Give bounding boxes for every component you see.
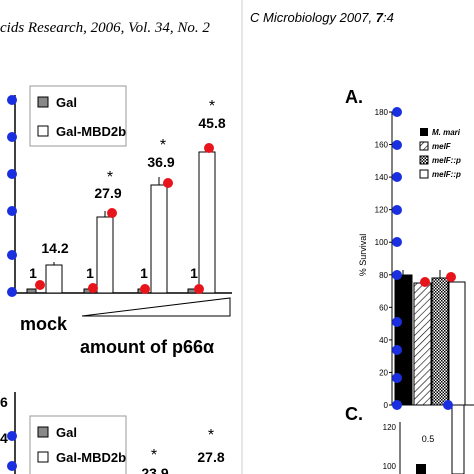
left-figure: cids Research, 2006, Vol. 34, No. 2 Gal … (0, 20, 232, 474)
bar (416, 464, 426, 474)
legend-swatch (37, 125, 49, 137)
bar-label: 14.2 (41, 240, 68, 256)
y-tick-label: 20 (379, 368, 388, 377)
legend-swatch (37, 96, 49, 108)
legend-swatch (419, 155, 429, 165)
bars (394, 270, 466, 406)
bars (26, 151, 216, 294)
bar-label: 1 (29, 265, 37, 281)
gradient-triangle (81, 297, 231, 317)
y-tick-label: 60 (379, 303, 388, 312)
right-figure: C Microbiology 2007, 7:4 A. 0 20 40 60 80 100… (250, 10, 474, 474)
y-ticks: 0 20 40 60 80 100 120 140 160 180 (375, 108, 392, 410)
header: cids Research, 2006, Vol. 34, No. 2 (0, 20, 210, 36)
panel-label: A. (345, 87, 363, 107)
y-tick-label: 6 (0, 394, 8, 410)
legend-swatch (37, 426, 49, 438)
bar-label: 1 (190, 265, 198, 281)
bar-label: 27.8 (197, 449, 224, 465)
y-tick-label: 120 (375, 206, 389, 215)
legend-swatch (420, 128, 428, 136)
y-tick-label: 80 (379, 271, 388, 280)
legend-box (29, 415, 127, 474)
y-tick-label: 120 (383, 423, 397, 432)
x-label: mock (20, 314, 68, 334)
panel-label: C. (345, 404, 363, 424)
legend-label: melF (432, 142, 452, 151)
y-tick-label: 160 (375, 141, 389, 150)
asterisk: * (151, 447, 157, 464)
legend-swatch (419, 141, 429, 151)
y-tick-label: 140 (375, 173, 389, 182)
legend-label: M. mari (432, 128, 461, 137)
asterisk: * (208, 427, 214, 444)
y-tick-label: 100 (375, 238, 389, 247)
bar-label: 45.8 (198, 115, 225, 131)
bar-label: 1 (86, 265, 94, 281)
legend-swatch (37, 451, 49, 463)
y-label: % Survival (358, 234, 368, 277)
legend-swatch (419, 169, 429, 179)
legend-label: melF::p (432, 170, 461, 179)
y-tick-label: 0 (384, 401, 389, 410)
bar-label: 27.9 (94, 185, 121, 201)
bar-label: 1 (140, 265, 148, 281)
bar-label: 36.9 (147, 154, 174, 170)
overlay-dots (7, 95, 456, 471)
bar (451, 404, 465, 474)
y-tick-label: 100 (383, 462, 397, 471)
legend-label: Gal (56, 425, 77, 440)
legend-label: Gal-MBD2b (56, 124, 126, 139)
asterisk: * (209, 98, 215, 115)
header: C Microbiology 2007, 7:4 (250, 10, 394, 25)
legend-label: melF::p (432, 156, 461, 165)
journal: C Microbiology 2007, (250, 10, 376, 25)
page: :4 (383, 10, 394, 25)
x-tick-label: 0.5 (422, 434, 435, 444)
y-tick-label: 180 (375, 108, 389, 117)
volume: 7 (376, 10, 384, 25)
x-label: amount of p66α (80, 337, 214, 357)
legend-label: Gal (56, 95, 77, 110)
asterisk: * (107, 169, 113, 186)
legend-label: Gal-MBD2b (56, 450, 126, 465)
asterisk: * (160, 137, 166, 154)
y-tick-label: 4 (0, 430, 8, 446)
bar-label: 23.9 (141, 465, 168, 474)
y-tick-label: 40 (379, 336, 388, 345)
